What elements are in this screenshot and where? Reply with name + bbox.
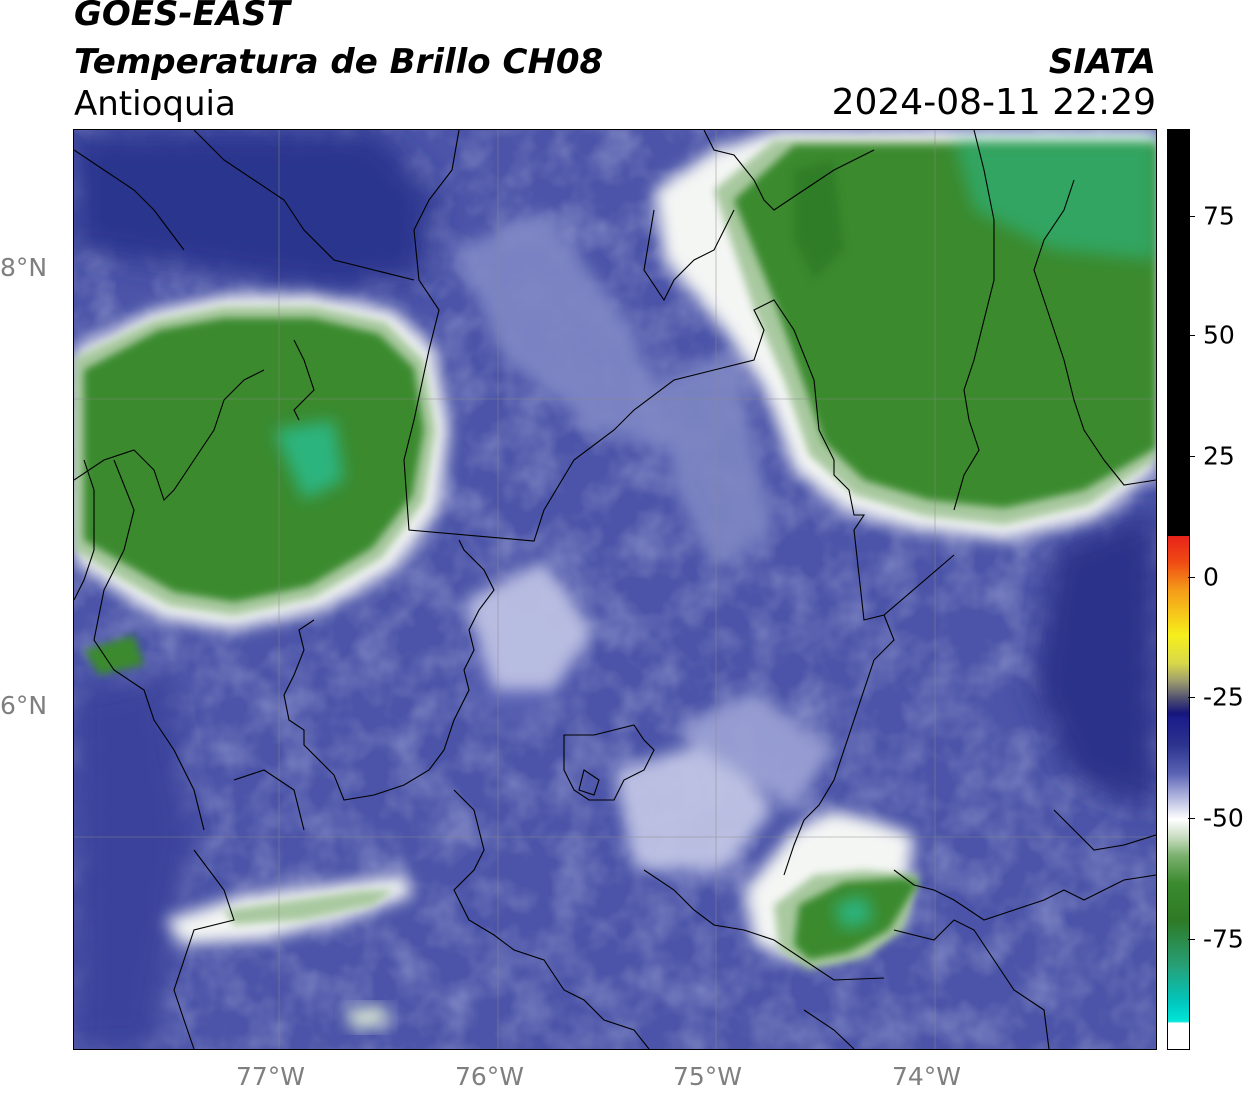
colorbar-label: -50: [1203, 803, 1244, 833]
colorbar-tick: [1188, 697, 1195, 698]
colorbar-label: 0: [1203, 562, 1219, 592]
colorbar-label: -75: [1203, 924, 1244, 954]
colorbar-label: -25: [1203, 682, 1244, 712]
satellite-title: GOES-EAST: [74, 0, 290, 34]
organization-name: SIATA: [1048, 42, 1156, 82]
lon-label: 74°W: [892, 1062, 962, 1091]
colorbar-tick: [1188, 216, 1195, 217]
lat-label: 6°N: [0, 691, 48, 720]
lon-label: 77°W: [236, 1062, 306, 1091]
cloud-west: [74, 295, 449, 675]
timestamp: 2024-08-11 22:29: [831, 82, 1156, 123]
graticule: [74, 130, 1156, 1049]
lon-label: 75°W: [673, 1062, 743, 1091]
lat-label: 8°N: [0, 253, 48, 282]
colorbar-label: 50: [1203, 320, 1235, 350]
political-borders: [74, 130, 1156, 1049]
lon-label: 76°W: [455, 1062, 525, 1091]
colorbar-tick: [1188, 335, 1195, 336]
colorbar-label: 75: [1203, 201, 1235, 231]
colorbar-tick: [1188, 818, 1195, 819]
colorbar-tick: [1188, 577, 1195, 578]
map-canvas: [74, 130, 1156, 1049]
cloud-southeast: [744, 810, 919, 970]
colorbar-tick: [1188, 939, 1195, 940]
colorbar-label: 25: [1203, 441, 1235, 471]
satellite-map: [73, 129, 1157, 1050]
light-streaks: [454, 210, 834, 870]
cloud-southwest: [164, 875, 414, 1030]
colorbar-tick: [1188, 456, 1195, 457]
product-title: Temperatura de Brillo CH08: [74, 42, 604, 82]
colorbar: [1167, 129, 1190, 1050]
region-name: Antioquia: [74, 84, 236, 124]
